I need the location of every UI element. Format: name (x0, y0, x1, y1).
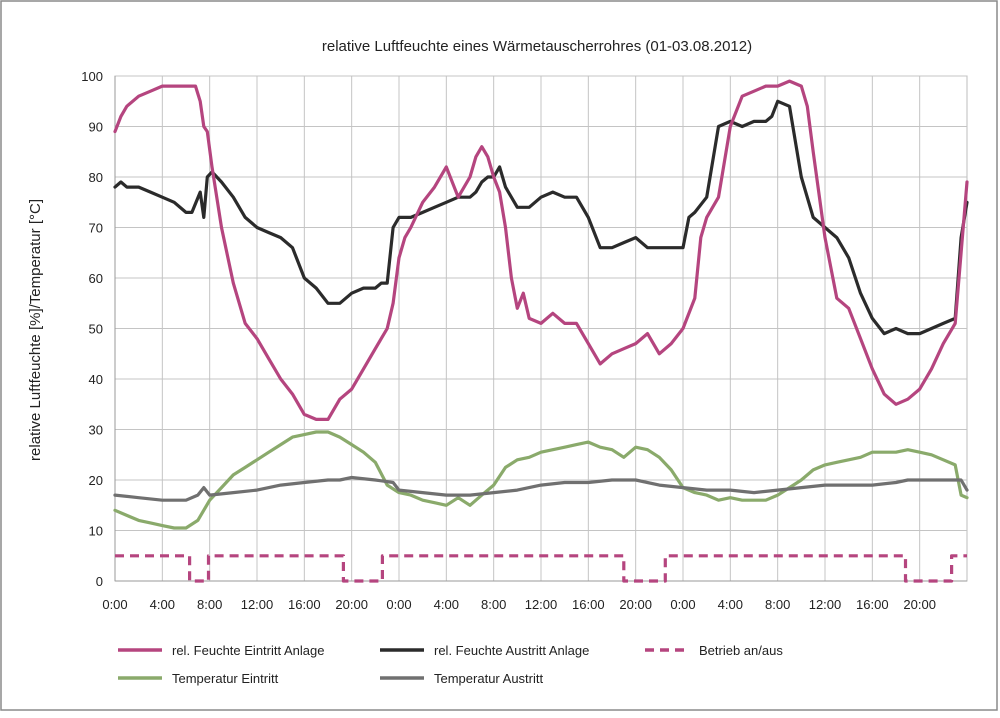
x-tick-label: 20:00 (335, 597, 368, 612)
axis-ticks: 0 10 20 30 40 50 60 70 80 90 100 0:00 4:00 8:00 12:00 1… (81, 69, 936, 612)
x-tick-label: 4:00 (718, 597, 743, 612)
series-line (113, 430, 969, 530)
x-tick-label: 8:00 (481, 597, 506, 612)
y-tick-label: 90 (89, 120, 103, 135)
series-line (113, 99, 969, 336)
x-tick-label: 8:00 (197, 597, 222, 612)
x-tick-label: 12:00 (525, 597, 558, 612)
y-tick-label: 40 (89, 372, 103, 387)
y-tick-label: 30 (89, 423, 103, 438)
grid (114, 75, 968, 582)
x-tick-label: 16:00 (856, 597, 889, 612)
y-tick-label: 60 (89, 271, 103, 286)
x-tick-label: 8:00 (765, 597, 790, 612)
chart-title: relative Luftfeuchte eines Wärmetauscher… (322, 38, 752, 55)
x-tick-label: 20:00 (619, 597, 652, 612)
x-tick-label: 4:00 (150, 597, 175, 612)
y-tick-label: 10 (89, 524, 103, 539)
x-tick-label: 0:00 (386, 597, 411, 612)
legend-label: Temperatur Austritt (434, 671, 543, 686)
x-tick-label: 0:00 (670, 597, 695, 612)
x-tick-label: 12:00 (809, 597, 842, 612)
series-line (115, 554, 967, 583)
y-tick-label: 50 (89, 322, 103, 337)
legend: rel. Feuchte Eintritt Anlage rel. Feuchte… (118, 643, 783, 686)
x-tick-label: 4:00 (434, 597, 459, 612)
legend-label: Temperatur Eintritt (172, 671, 279, 686)
y-tick-label: 20 (89, 473, 103, 488)
x-tick-label: 20:00 (903, 597, 936, 612)
series-lines (113, 79, 969, 583)
y-tick-label: 80 (89, 170, 103, 185)
x-tick-label: 16:00 (288, 597, 321, 612)
legend-label: Betrieb an/aus (699, 643, 783, 658)
x-tick-label: 16:00 (572, 597, 605, 612)
series-line (113, 475, 969, 502)
legend-label: rel. Feuchte Eintritt Anlage (172, 643, 324, 658)
y-axis-label: relative Luftfeuchte [%]/Temperatur [°C] (27, 199, 44, 461)
series-line (113, 79, 969, 421)
y-tick-label: 70 (89, 221, 103, 236)
x-tick-label: 0:00 (102, 597, 127, 612)
legend-label: rel. Feuchte Austritt Anlage (434, 643, 589, 658)
y-tick-label: 100 (81, 69, 103, 84)
x-tick-label: 12:00 (241, 597, 274, 612)
y-tick-label: 0 (96, 574, 103, 589)
